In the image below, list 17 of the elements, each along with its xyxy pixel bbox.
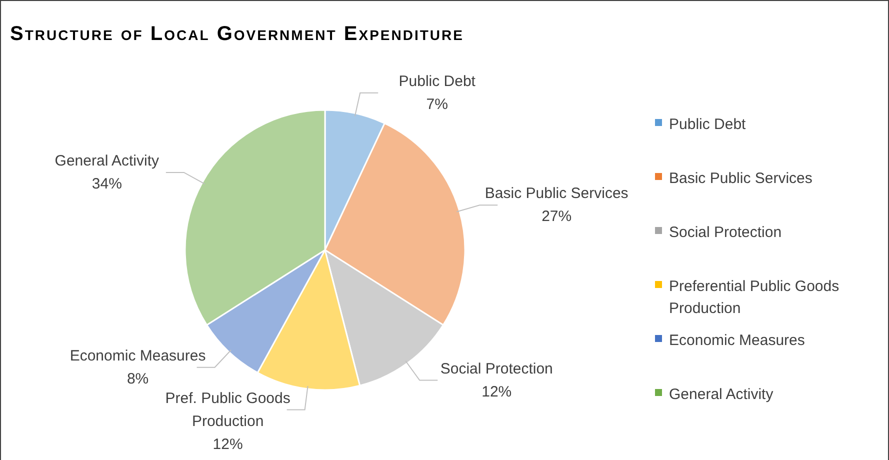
chart-title: Structure of Local Government Expenditure bbox=[10, 23, 464, 45]
legend-label: Preferential Public Goods Production bbox=[669, 278, 840, 317]
pie-slice bbox=[324, 122, 466, 326]
data-label: Basic Public Services 27% bbox=[484, 185, 628, 226]
pie-slice bbox=[206, 249, 326, 374]
legend-label: Social Protection bbox=[669, 224, 782, 241]
data-label: General Activity 34% bbox=[54, 152, 160, 192]
data-label: Public Debt 7% bbox=[398, 72, 476, 113]
legend-label: Economic Measures bbox=[669, 332, 805, 349]
pie-slice bbox=[184, 109, 326, 326]
legend-label: Public Debt bbox=[669, 116, 747, 133]
data-label: Economic Measures 8% bbox=[70, 347, 206, 388]
legend-label: General Activity bbox=[669, 386, 774, 403]
pie-slice bbox=[256, 249, 361, 391]
data-label: Pref. Public Goods Production 12% bbox=[165, 390, 290, 454]
legend-label: Basic Public Services bbox=[669, 170, 812, 187]
data-label: Social Protection 12% bbox=[440, 360, 553, 400]
